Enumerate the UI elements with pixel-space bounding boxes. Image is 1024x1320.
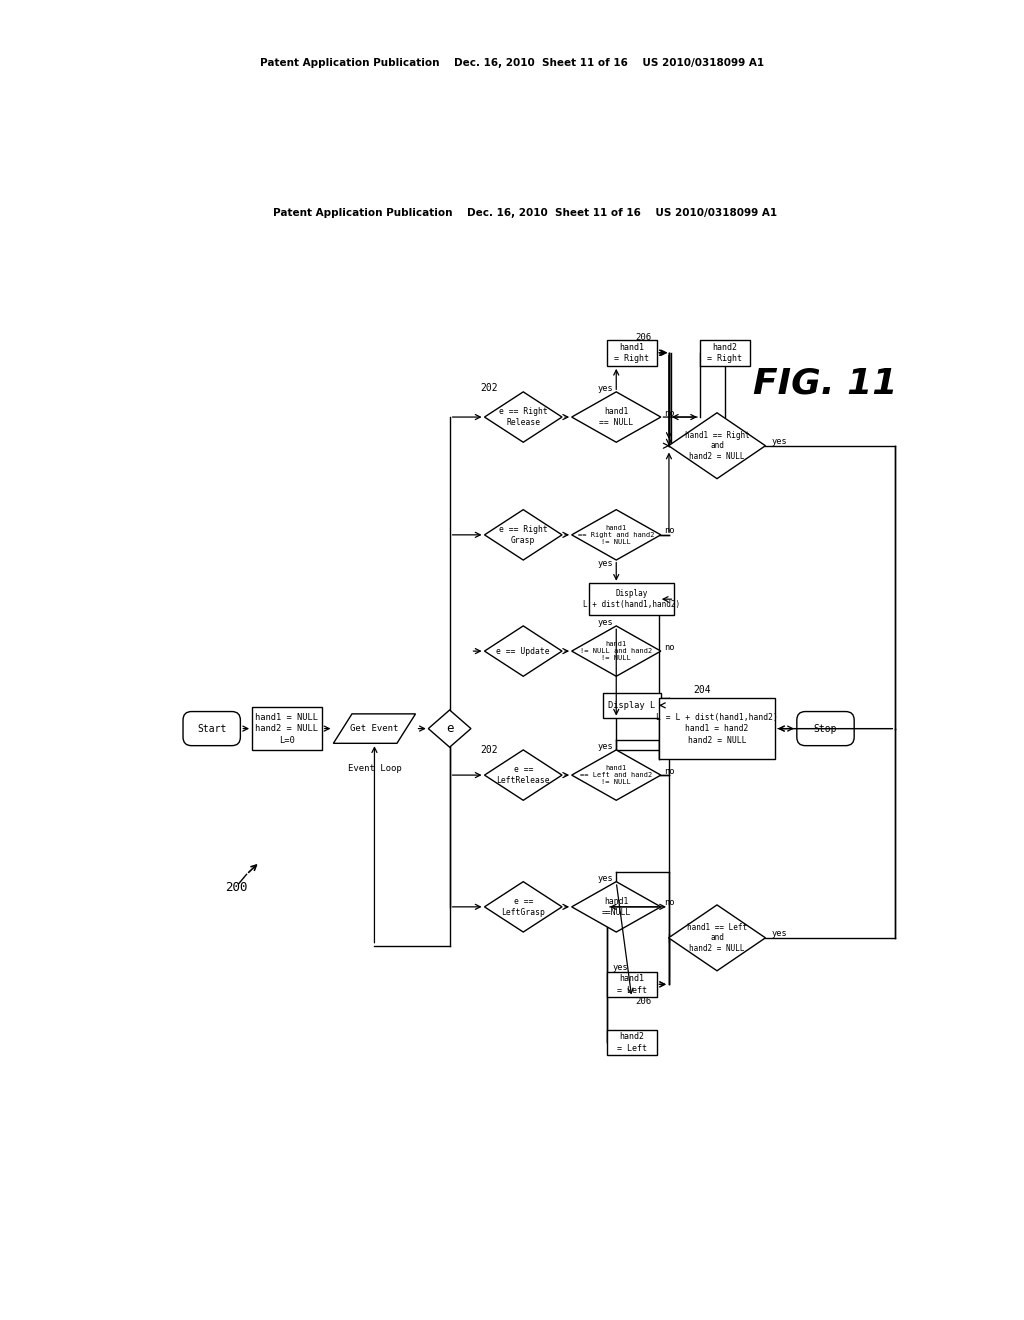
Text: hand1
!= NULL and hand2
!= NULL: hand1 != NULL and hand2 != NULL bbox=[581, 642, 652, 661]
Text: Stop: Stop bbox=[814, 723, 838, 734]
Text: e == Right
Release: e == Right Release bbox=[499, 408, 548, 426]
Text: FIG. 11: FIG. 11 bbox=[754, 367, 898, 401]
Text: no: no bbox=[665, 767, 675, 776]
Polygon shape bbox=[484, 882, 562, 932]
Polygon shape bbox=[571, 510, 660, 560]
Polygon shape bbox=[571, 750, 660, 800]
Bar bbox=[606, 341, 657, 366]
Text: hand1
= Left: hand1 = Left bbox=[616, 974, 647, 994]
Text: Display L: Display L bbox=[608, 701, 655, 710]
Polygon shape bbox=[334, 714, 416, 743]
FancyBboxPatch shape bbox=[797, 711, 854, 746]
Polygon shape bbox=[669, 413, 765, 479]
Text: Get Event: Get Event bbox=[350, 725, 398, 733]
Text: Patent Application Publication    Dec. 16, 2010  Sheet 11 of 16    US 2010/03180: Patent Application Publication Dec. 16, … bbox=[272, 209, 777, 218]
Text: hand1
== Right and hand2
!= NULL: hand1 == Right and hand2 != NULL bbox=[578, 525, 654, 545]
Text: e: e bbox=[445, 722, 454, 735]
Text: yes: yes bbox=[771, 437, 787, 446]
FancyBboxPatch shape bbox=[183, 711, 241, 746]
Bar bbox=[589, 583, 675, 615]
Text: no: no bbox=[665, 643, 675, 652]
Bar bbox=[699, 341, 750, 366]
Text: 200: 200 bbox=[225, 880, 248, 894]
Text: yes: yes bbox=[597, 618, 613, 627]
Bar bbox=[658, 698, 775, 759]
Text: hand1
== Left and hand2
!= NULL: hand1 == Left and hand2 != NULL bbox=[581, 766, 652, 785]
Text: no: no bbox=[665, 899, 675, 907]
Text: hand1
== NULL: hand1 == NULL bbox=[599, 408, 633, 426]
Polygon shape bbox=[484, 510, 562, 560]
Polygon shape bbox=[484, 392, 562, 442]
Polygon shape bbox=[571, 882, 660, 932]
Text: hand1 = NULL
hand2 = NULL
L=0: hand1 = NULL hand2 = NULL L=0 bbox=[255, 713, 318, 744]
Polygon shape bbox=[669, 906, 765, 970]
Polygon shape bbox=[484, 626, 562, 676]
Polygon shape bbox=[571, 392, 660, 442]
Polygon shape bbox=[428, 710, 471, 747]
Text: Display
L + dist(hand1,hand2): Display L + dist(hand1,hand2) bbox=[584, 589, 680, 610]
Text: 202: 202 bbox=[480, 746, 499, 755]
Text: hand1
= Right: hand1 = Right bbox=[614, 342, 649, 363]
Text: Patent Application Publication    Dec. 16, 2010  Sheet 11 of 16    US 2010/03180: Patent Application Publication Dec. 16, … bbox=[260, 58, 764, 69]
Text: 202: 202 bbox=[480, 383, 499, 392]
Text: e ==
LeftRelease: e == LeftRelease bbox=[497, 766, 550, 785]
Text: no: no bbox=[665, 409, 675, 417]
Bar bbox=[606, 972, 657, 997]
Text: e == Right
Grasp: e == Right Grasp bbox=[499, 525, 548, 545]
Bar bbox=[603, 693, 660, 718]
Polygon shape bbox=[571, 626, 660, 676]
Text: L = L + dist(hand1,hand2)
hand1 = hand2
hand2 = NULL: L = L + dist(hand1,hand2) hand1 = hand2 … bbox=[656, 713, 778, 744]
Text: Start: Start bbox=[197, 723, 226, 734]
Text: 206: 206 bbox=[636, 997, 651, 1006]
Text: hand2
= Right: hand2 = Right bbox=[708, 342, 742, 363]
Text: yes: yes bbox=[597, 874, 613, 883]
Text: e == Update: e == Update bbox=[497, 647, 550, 656]
Text: hand1
==NULL: hand1 ==NULL bbox=[602, 898, 631, 916]
Text: yes: yes bbox=[597, 560, 613, 568]
Text: Event Loop: Event Loop bbox=[347, 764, 401, 774]
Text: hand2
= Left: hand2 = Left bbox=[616, 1032, 647, 1053]
Text: 204: 204 bbox=[693, 685, 712, 694]
Text: yes: yes bbox=[771, 929, 787, 939]
Text: e ==
LeftGrasp: e == LeftGrasp bbox=[502, 898, 545, 916]
Bar bbox=[252, 708, 322, 750]
Text: yes: yes bbox=[597, 384, 613, 393]
Text: 206: 206 bbox=[636, 333, 651, 342]
Text: yes: yes bbox=[597, 742, 613, 751]
Bar bbox=[606, 1030, 657, 1055]
Text: yes: yes bbox=[612, 962, 628, 972]
Text: no: no bbox=[665, 527, 675, 536]
Polygon shape bbox=[484, 750, 562, 800]
Text: hand1 == Right
and
hand2 = NULL: hand1 == Right and hand2 = NULL bbox=[685, 430, 750, 461]
Text: hand1 == Left
and
hand2 = NULL: hand1 == Left and hand2 = NULL bbox=[687, 923, 748, 953]
